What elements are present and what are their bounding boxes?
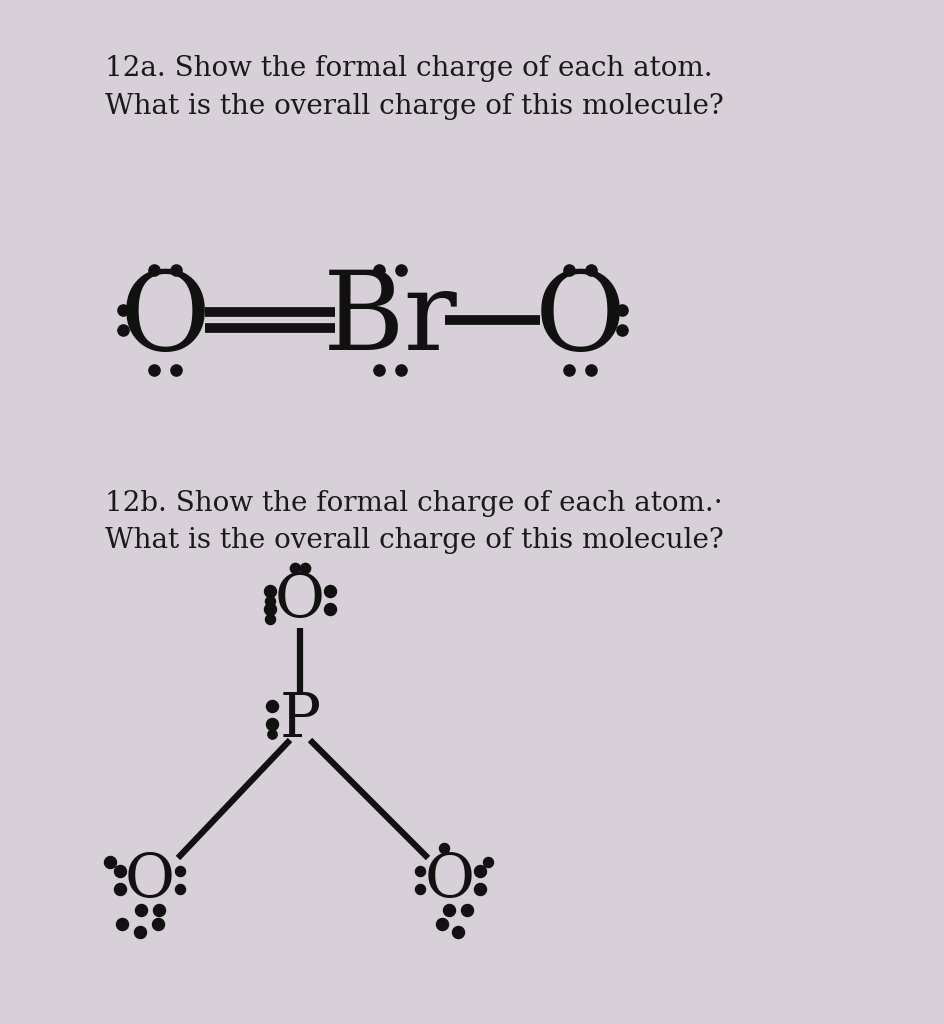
Point xyxy=(133,902,148,919)
Point xyxy=(115,302,130,318)
Point xyxy=(146,361,161,378)
Point xyxy=(168,262,183,279)
Point xyxy=(371,262,386,279)
Point xyxy=(264,697,279,714)
Text: Br: Br xyxy=(323,266,458,374)
Text: O: O xyxy=(125,850,175,910)
Point xyxy=(264,726,279,742)
Point xyxy=(151,902,166,919)
Point xyxy=(150,915,165,932)
Point xyxy=(323,583,338,599)
Point xyxy=(114,915,129,932)
Text: P: P xyxy=(279,690,321,750)
Point xyxy=(323,601,338,617)
Point xyxy=(103,854,118,870)
Point xyxy=(472,881,487,897)
Point xyxy=(583,262,598,279)
Point xyxy=(168,361,183,378)
Point xyxy=(173,863,188,880)
Point xyxy=(434,915,449,932)
Point xyxy=(450,924,465,940)
Point xyxy=(394,361,409,378)
Text: O: O xyxy=(275,570,325,630)
Point xyxy=(146,262,161,279)
Point xyxy=(615,302,630,318)
Point xyxy=(413,863,428,880)
Point xyxy=(112,863,127,880)
Point xyxy=(562,361,577,378)
Point xyxy=(297,560,312,577)
Point xyxy=(371,361,386,378)
Point xyxy=(413,881,428,897)
Point xyxy=(287,560,302,577)
Text: O: O xyxy=(534,266,626,374)
Text: 12b. Show the formal charge of each atom.·
What is the overall charge of this mo: 12b. Show the formal charge of each atom… xyxy=(105,490,724,555)
Text: O: O xyxy=(425,850,475,910)
Point xyxy=(436,840,451,856)
Point xyxy=(480,854,496,870)
Point xyxy=(132,924,147,940)
Point xyxy=(115,322,130,338)
Point xyxy=(264,716,279,732)
Text: 12a. Show the formal charge of each atom.
What is the overall charge of this mol: 12a. Show the formal charge of each atom… xyxy=(105,55,724,120)
Point xyxy=(583,361,598,378)
Point xyxy=(460,902,475,919)
Point xyxy=(262,593,278,609)
Point xyxy=(442,902,457,919)
Point xyxy=(173,881,188,897)
Point xyxy=(562,262,577,279)
Point xyxy=(472,863,487,880)
Point xyxy=(262,601,278,617)
Point xyxy=(262,610,278,627)
Point xyxy=(262,583,278,599)
Point xyxy=(394,262,409,279)
Text: O: O xyxy=(120,266,211,374)
Point xyxy=(615,322,630,338)
Point xyxy=(112,881,127,897)
